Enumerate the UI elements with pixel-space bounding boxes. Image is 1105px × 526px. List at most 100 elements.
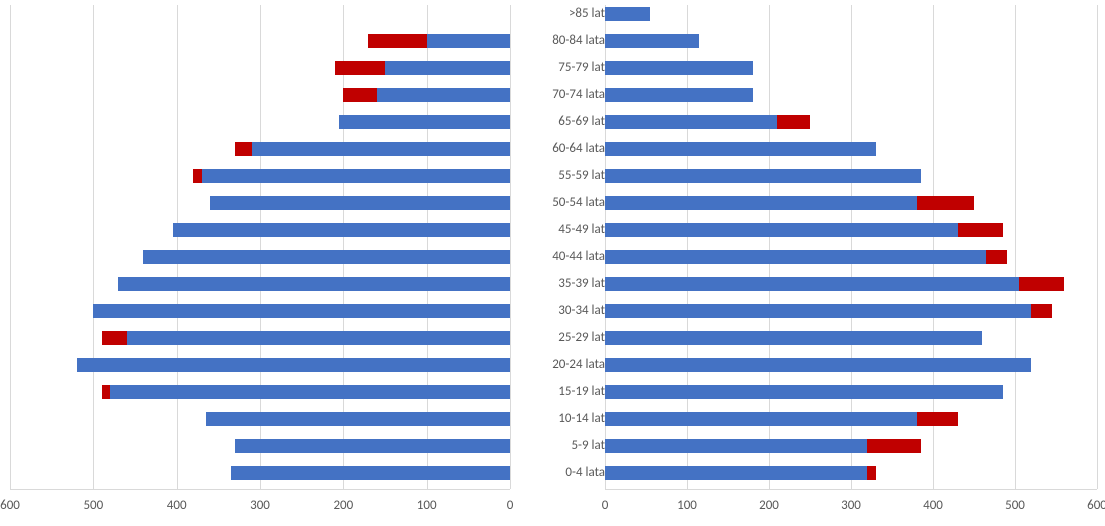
bar-primary — [605, 358, 1031, 372]
axis-tick-label: 500 — [83, 498, 103, 513]
left-plot-area — [10, 5, 510, 490]
bar-primary — [231, 466, 510, 480]
axis-tick-label: 600 — [1087, 498, 1105, 513]
bar-secondary — [335, 61, 385, 75]
bar-row — [10, 385, 510, 399]
right-axis: 0100200300400500600 — [605, 498, 1097, 518]
bar-secondary — [343, 88, 376, 102]
bar-primary — [605, 304, 1031, 318]
bar-primary — [605, 412, 917, 426]
axis-tick-label: 200 — [759, 498, 779, 513]
bar-secondary — [1019, 277, 1064, 291]
bar-primary — [605, 88, 753, 102]
category-label-column: >85 lat80-84 lata75-79 lat70-74 lata65-6… — [510, 5, 605, 490]
bar-primary — [605, 250, 986, 264]
bar-primary — [118, 277, 510, 291]
bar-row — [605, 250, 1097, 264]
bar-secondary — [193, 169, 201, 183]
bar-secondary — [102, 385, 110, 399]
bar-row — [10, 304, 510, 318]
bar-row — [605, 331, 1097, 345]
bar-secondary — [867, 439, 920, 453]
bar-row — [605, 466, 1097, 480]
left-axis: 6005004003002001000 — [10, 498, 510, 518]
bar-row — [10, 412, 510, 426]
bar-primary — [605, 277, 1019, 291]
bar-row — [605, 196, 1097, 210]
bar-primary — [605, 439, 867, 453]
bar-row — [10, 115, 510, 129]
bar-secondary — [1031, 304, 1052, 318]
bar-row — [605, 142, 1097, 156]
bar-row — [10, 223, 510, 237]
axis-tick-label: 600 — [0, 498, 20, 513]
bar-secondary — [777, 115, 810, 129]
bar-secondary — [958, 223, 1003, 237]
bar-row — [605, 88, 1097, 102]
bar-primary — [252, 142, 510, 156]
category-label: 20-24 lata — [552, 357, 605, 372]
bar-secondary — [102, 331, 127, 345]
bar-primary — [377, 88, 510, 102]
category-label: 55-59 lat — [558, 168, 605, 183]
bar-primary — [127, 331, 510, 345]
axis-tick-label: 100 — [417, 498, 437, 513]
bar-primary — [143, 250, 510, 264]
right-plot-area — [605, 5, 1097, 490]
bar-row — [605, 169, 1097, 183]
axis-tick-label: 0 — [507, 498, 514, 513]
right-pane: 0100200300400500600 — [605, 5, 1097, 494]
bar-primary — [110, 385, 510, 399]
bar-row — [10, 196, 510, 210]
bar-primary — [605, 223, 958, 237]
bar-row — [10, 7, 510, 21]
bar-row — [10, 169, 510, 183]
bar-primary — [202, 169, 510, 183]
axis-tick-label: 400 — [167, 498, 187, 513]
bar-primary — [605, 61, 753, 75]
category-label: 15-19 lat — [558, 384, 605, 399]
category-label: 80-84 lata — [552, 33, 605, 48]
category-label: 35-39 lat — [558, 276, 605, 291]
bar-primary — [235, 439, 510, 453]
axis-tick-label: 300 — [841, 498, 861, 513]
bar-row — [605, 115, 1097, 129]
bar-row — [605, 439, 1097, 453]
bar-row — [605, 223, 1097, 237]
bar-secondary — [917, 196, 974, 210]
category-label: 30-34 lat — [558, 303, 605, 318]
bar-primary — [427, 34, 510, 48]
bar-row — [605, 358, 1097, 372]
bar-primary — [77, 358, 510, 372]
bar-primary — [605, 115, 777, 129]
bar-secondary — [368, 34, 426, 48]
bar-row — [10, 142, 510, 156]
category-label: 75-79 lat — [558, 60, 605, 75]
axis-tick-label: 300 — [250, 498, 270, 513]
bar-row — [10, 358, 510, 372]
bar-primary — [385, 61, 510, 75]
axis-tick-label: 100 — [677, 498, 697, 513]
bar-row — [10, 250, 510, 264]
bar-row — [605, 277, 1097, 291]
bar-secondary — [917, 412, 958, 426]
bar-primary — [173, 223, 511, 237]
bar-primary — [210, 196, 510, 210]
category-label: 60-64 lata — [552, 141, 605, 156]
left-pane: 6005004003002001000 — [10, 5, 510, 494]
axis-tick-label: 500 — [1005, 498, 1025, 513]
bar-primary — [206, 412, 510, 426]
category-label: 50-54 lata — [552, 195, 605, 210]
bar-secondary — [235, 142, 252, 156]
population-pyramid-chart: 6005004003002001000 >85 lat80-84 lata75-… — [0, 0, 1105, 526]
bar-primary — [605, 331, 982, 345]
category-label: 70-74 lata — [552, 87, 605, 102]
category-label: 45-49 lat — [558, 222, 605, 237]
bar-row — [605, 34, 1097, 48]
bar-secondary — [867, 466, 875, 480]
bar-row — [10, 88, 510, 102]
axis-tick-label: 0 — [602, 498, 609, 513]
category-label: 5-9 lat — [571, 438, 605, 453]
bar-row — [10, 439, 510, 453]
bar-secondary — [986, 250, 1007, 264]
